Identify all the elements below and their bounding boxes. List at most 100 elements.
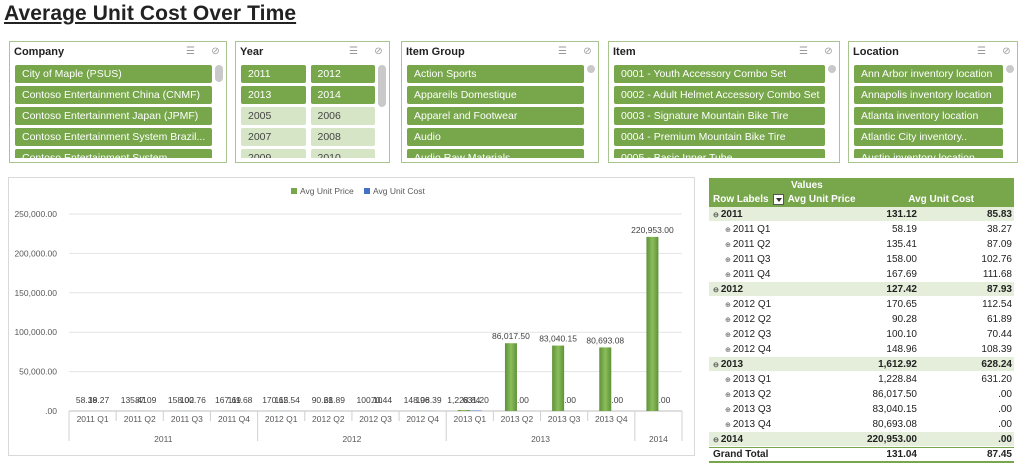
chart-container[interactable]: .00 50,000.00 100,000.00 150,000.00 200,000.…	[8, 177, 695, 456]
slicer-item[interactable]: Contoso Entertainment System...	[15, 149, 212, 158]
avg-unit-cost-cell: .00	[998, 403, 1012, 415]
multiselect-icon[interactable]: ☰	[799, 46, 808, 57]
expand-toggle-icon[interactable]: ⊕	[725, 256, 731, 264]
collapse-toggle-icon[interactable]: ⊖	[713, 211, 719, 219]
slicer-item[interactable]: 2005	[241, 107, 306, 125]
slicer-item[interactable]: 2008	[310, 128, 375, 146]
slicer-item[interactable]: 0005 - Basic Inner Tube	[614, 149, 825, 158]
avg-unit-price-cell: 148.96	[886, 343, 917, 355]
expand-toggle-icon[interactable]: ⊕	[725, 391, 731, 399]
bar-chart[interactable]: .00 50,000.00 100,000.00 150,000.00 200,000.…	[9, 178, 694, 455]
slicer-item[interactable]: Item ☰ ⊘ 0001 - Youth Accessory Combo Se…	[608, 41, 840, 163]
slicer-item[interactable]: Apparel and Footwear	[407, 107, 584, 125]
slicer-year[interactable]: Year ☰ ⊘ 2011 2012 2013 2014 2005 2006 2007 200…	[235, 41, 390, 163]
x-tick-label: 2013 Q1	[453, 414, 486, 424]
x-tick-label: 2012 Q4	[406, 414, 439, 424]
slicer-item[interactable]: Audio Raw Materials	[407, 149, 584, 158]
slicer-item[interactable]: Audio	[407, 128, 584, 146]
bar-avg-unit-price	[599, 347, 612, 411]
avg-unit-cost-cell: 628.24	[981, 358, 1012, 370]
pivot-row-label: 2011 Q1	[732, 223, 771, 235]
expand-toggle-icon[interactable]: ⊕	[725, 316, 731, 324]
slicer-item[interactable]: 2011	[241, 65, 306, 83]
slicer-scrollbar[interactable]	[587, 65, 595, 73]
multiselect-icon[interactable]: ☰	[349, 46, 358, 57]
clear-filter-icon[interactable]: ⊘	[824, 46, 833, 57]
slicer-item[interactable]: 0004 - Premium Mountain Bike Tire	[614, 128, 825, 146]
slicer-scrollbar[interactable]	[215, 65, 223, 82]
slicer-item[interactable]: City of Maple (PSUS)	[15, 65, 212, 83]
multiselect-icon[interactable]: ☰	[186, 46, 195, 57]
expand-toggle-icon[interactable]: ⊕	[725, 406, 731, 414]
slicer-scrollbar[interactable]	[378, 65, 386, 107]
slicer-item[interactable]: 2006	[310, 107, 375, 125]
data-label: 70.44	[371, 395, 393, 405]
avg-unit-price-cell: 86,017.50	[872, 388, 918, 400]
clear-filter-icon[interactable]: ⊘	[1002, 46, 1011, 57]
x-group-label: 2014	[649, 434, 668, 444]
expand-toggle-icon[interactable]: ⊕	[725, 226, 731, 234]
pivot-quarter-row: ⊕ 2011 Q4 167.69 111.68	[709, 267, 1014, 282]
expand-toggle-icon[interactable]: ⊕	[725, 241, 731, 249]
pivot-column-header: Row Labels Avg Unit Price Avg Unit Cost	[709, 192, 1014, 207]
slicer-scrollbar[interactable]	[828, 65, 836, 73]
data-label: 135.41	[121, 395, 147, 405]
data-label: 61.89	[324, 395, 346, 405]
avg-unit-price-cell: 1,228.84	[878, 373, 917, 385]
multiselect-icon[interactable]: ☰	[977, 46, 986, 57]
slicer-location[interactable]: Location ☰ ⊘ Ann Arbor inventory locatio…	[848, 41, 1018, 163]
pivot-quarter-row: ⊕ 2013 Q4 80,693.08 .00	[709, 417, 1014, 432]
expand-toggle-icon[interactable]: ⊕	[725, 346, 731, 354]
collapse-toggle-icon[interactable]: ⊖	[713, 361, 719, 369]
x-group-label: 2012	[342, 434, 361, 444]
bar-avg-unit-price	[457, 410, 470, 411]
slicer-item[interactable]: 2013	[241, 86, 306, 104]
clear-filter-icon[interactable]: ⊘	[583, 46, 592, 57]
row-labels-filter-button[interactable]	[772, 193, 784, 205]
pivot-year-row: ⊖ 2012 127.42 87.93	[709, 282, 1014, 297]
slicer-item[interactable]: Atlantic City inventory..	[854, 128, 1003, 146]
expand-toggle-icon[interactable]: ⊕	[725, 421, 731, 429]
collapse-toggle-icon[interactable]: ⊖	[713, 436, 719, 444]
slicer-item[interactable]: 2014	[310, 86, 375, 104]
slicer-item[interactable]: Atlanta inventory location	[854, 107, 1003, 125]
slicer-item[interactable]: Appareils Domestique	[407, 86, 584, 104]
slicer-scrollbar[interactable]	[1006, 65, 1014, 73]
slicer-item[interactable]: 2010	[310, 149, 375, 158]
avg-unit-price-cell: 83,040.15	[872, 403, 918, 415]
slicer-item[interactable]: 0003 - Signature Mountain Bike Tire	[614, 107, 825, 125]
slicer-items: 0001 - Youth Accessory Combo Set 0002 - A…	[614, 65, 825, 158]
x-tick-label: 2011 Q3	[171, 414, 203, 424]
clear-filter-icon[interactable]: ⊘	[374, 46, 383, 57]
slicer-company[interactable]: Company ☰ ⊘ City of Maple (PSUS) Contoso …	[9, 41, 227, 163]
slicer-item[interactable]: Ann Arbor inventory location	[854, 65, 1003, 83]
slicer-item[interactable]: Contoso Entertainment Japan (JPMF)	[15, 107, 212, 125]
expand-toggle-icon[interactable]: ⊕	[725, 271, 731, 279]
y-tick-label: 50,000.00	[19, 367, 57, 377]
pivot-row-label: 2011 Q4	[732, 268, 771, 280]
slicer-item-group[interactable]: Item Group ☰ ⊘ Action Sports Appareils Do…	[401, 41, 599, 163]
slicer-item[interactable]: 0001 - Youth Accessory Combo Set	[614, 65, 825, 83]
expand-toggle-icon[interactable]: ⊕	[725, 301, 731, 309]
multiselect-icon[interactable]: ☰	[558, 46, 567, 57]
slicer-item[interactable]: 2012	[310, 65, 375, 83]
slicer-item[interactable]: 2007	[241, 128, 306, 146]
pivot-row-label: 2012	[720, 283, 744, 295]
slicer-item[interactable]: Austin inventory location	[854, 149, 1003, 158]
slicer-item[interactable]: Contoso Entertainment System Brazil...	[15, 128, 212, 146]
expand-toggle-icon[interactable]: ⊕	[725, 376, 731, 384]
clear-filter-icon[interactable]: ⊘	[211, 46, 220, 57]
avg-unit-price-cell: 167.69	[886, 268, 917, 280]
slicer-item[interactable]: 2009	[241, 149, 306, 158]
avg-unit-cost-cell: 108.39	[981, 343, 1012, 355]
slicer-item[interactable]: Annapolis inventory location	[854, 86, 1003, 104]
collapse-toggle-icon[interactable]: ⊖	[713, 286, 719, 294]
slicer-item[interactable]: Action Sports	[407, 65, 584, 83]
expand-toggle-icon[interactable]: ⊕	[725, 331, 731, 339]
slicer-item[interactable]: Contoso Entertainment China (CNMF)	[15, 86, 212, 104]
pivot-quarter-row: ⊕ 2011 Q3 158.00 102.76	[709, 252, 1014, 267]
legend-swatch	[291, 188, 297, 194]
avg-unit-price-cell: 135.41	[886, 238, 917, 250]
data-label: 90.28	[312, 395, 334, 405]
slicer-item[interactable]: 0002 - Adult Helmet Accessory Combo Set	[614, 86, 825, 104]
